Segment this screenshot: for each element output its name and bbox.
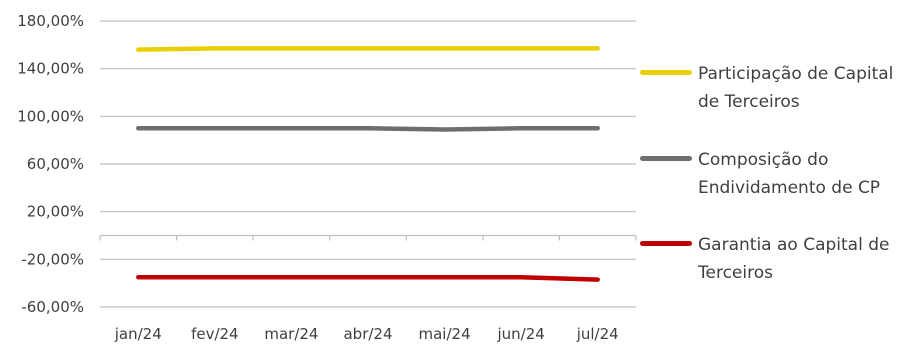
y-axis-tick-labels: 180,00% 140,00% 100,00% 60,00% 20,00% -20,00%… [17, 12, 84, 316]
legend-label-composicao-line2: Endividamento de CP [698, 178, 881, 198]
legend-item-participacao: Participação de Capital de Terceiros [640, 60, 910, 116]
legend-label-composicao-line1: Composição do [698, 150, 829, 170]
legend-label-garantia-line1: Garantia ao Capital de [698, 235, 890, 255]
y-tick-label: -20,00% [21, 250, 84, 268]
x-tick-label: mai/24 [419, 325, 471, 343]
series-line-0 [136, 46, 600, 52]
x-axis [99, 234, 637, 241]
series-lines [136, 46, 600, 282]
x-tick-label: jan/24 [114, 325, 162, 343]
legend-swatch-garantia [640, 241, 692, 246]
x-tick-label: jul/24 [576, 325, 619, 343]
x-tick-label: mar/24 [264, 325, 318, 343]
legend-swatch-participacao [640, 70, 692, 75]
legend-label-participacao-line2: de Terceiros [698, 92, 800, 112]
legend-label-participacao-line1: Participação de Capital [698, 64, 894, 84]
x-tick-label: fev/24 [191, 325, 239, 343]
x-axis-tick-labels: jan/24 fev/24 mar/24 abr/24 mai/24 jun/24 jul/… [114, 325, 619, 343]
legend-label-garantia-line2: Terceiros [698, 263, 773, 283]
x-tick-label: jun/24 [496, 325, 544, 343]
y-tick-label: 20,00% [27, 203, 84, 221]
series-line-2 [136, 274, 600, 282]
gridlines [100, 20, 636, 308]
y-tick-label: -60,00% [21, 298, 84, 316]
series-line-1 [136, 126, 600, 132]
y-tick-label: 100,00% [17, 107, 84, 125]
x-tick-label: abr/24 [343, 325, 392, 343]
legend-item-garantia: Garantia ao Capital de Terceiros [640, 231, 910, 287]
legend-swatch-composicao [640, 156, 692, 161]
legend-item-composicao: Composição do Endividamento de CP [640, 146, 910, 202]
y-tick-label: 60,00% [27, 155, 84, 173]
y-tick-label: 140,00% [17, 60, 84, 78]
y-tick-label: 180,00% [17, 12, 84, 30]
